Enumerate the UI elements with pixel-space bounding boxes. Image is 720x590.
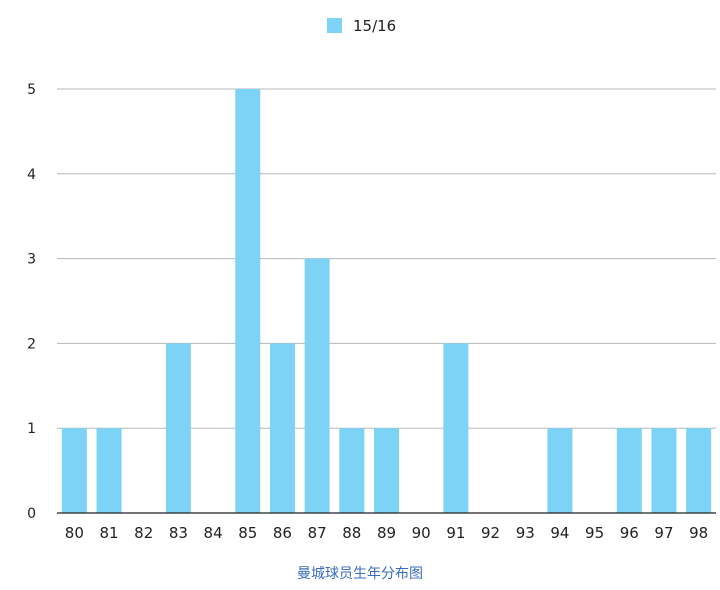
y-tick-label: 3 [27,252,36,268]
legend-label: 15/16 [353,17,396,35]
x-tick-label: 82 [134,524,153,542]
x-tick-label: 84 [204,524,223,542]
x-tick-labels: 80 81 82 83 84 85 86 87 88 89 90 91 92 93 94 95 96 97 98 [65,524,708,542]
x-tick-label: 98 [689,524,708,542]
x-tick-label: 81 [99,524,118,542]
y-tick-labels: 0 1 2 3 4 5 [27,82,36,522]
chart-caption: 曼城球员生年分布图 [297,566,423,582]
bar-85 [235,89,261,513]
y-tick-label: 5 [27,82,36,98]
bar-87 [304,258,330,513]
x-tick-label: 89 [377,524,396,542]
x-tick-label: 92 [481,524,500,542]
x-tick-label: 94 [550,524,569,542]
x-tick-label: 80 [65,524,84,542]
x-tick-label: 90 [412,524,431,542]
x-tick-label: 95 [585,524,604,542]
y-tick-label: 2 [27,336,36,352]
x-tick-label: 87 [308,524,327,542]
bar-88 [339,428,365,513]
x-tick-label: 97 [654,524,673,542]
y-tick-label: 4 [27,167,36,183]
bar-83 [165,343,191,513]
bar-96 [616,428,642,513]
y-tick-label: 1 [27,421,36,437]
bar-86 [269,343,295,513]
bar-89 [374,428,399,513]
bar-97 [651,428,677,513]
x-tick-label: 93 [516,524,535,542]
x-tick-label: 83 [169,524,188,542]
x-tick-label: 96 [620,524,639,542]
legend-swatch [327,18,342,33]
gridlines [57,88,716,429]
x-tick-label: 91 [446,524,465,542]
bar-94 [547,428,573,513]
bar-98 [686,428,712,513]
bar-80 [61,428,87,513]
bars [61,89,712,513]
x-tick-label: 86 [273,524,292,542]
bar-91 [443,343,469,513]
x-tick-label: 85 [238,524,257,542]
x-tick-label: 88 [342,524,361,542]
bar-81 [96,428,122,513]
y-tick-label: 0 [27,506,36,522]
legend: 15/16 [327,17,396,35]
